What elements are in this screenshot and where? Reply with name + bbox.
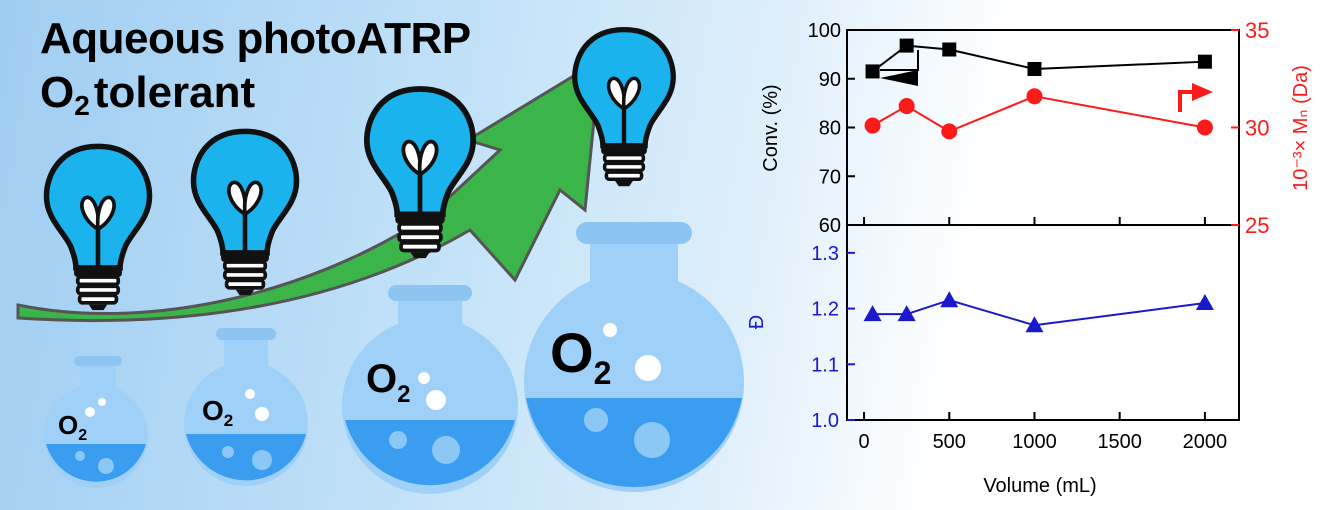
headline-line-1: Aqueous photoATRP [40, 14, 471, 63]
headline-line-2: O2tolerant [40, 68, 256, 121]
dispersity-line [872, 299, 1206, 327]
x-tick-label: 1500 [1097, 431, 1142, 453]
y-tick-label-left: 100 [808, 20, 841, 42]
right-axis-arrowhead [1192, 83, 1213, 101]
mn-point [1196, 119, 1213, 136]
growth-arrow [16, 57, 602, 323]
x-tick-label: 0 [858, 431, 869, 453]
lightbulb-icon [193, 131, 296, 295]
chart: 60 70 80 90 100 25 30 35 1.0 1.1 1.2 1.3 0 500 1000 150… [746, 18, 1312, 497]
flask-xlarge [524, 222, 744, 492]
x-tick-label: 500 [933, 431, 966, 453]
dispersity-point [940, 291, 959, 308]
x-tick-label: 2000 [1183, 431, 1228, 453]
mn-point [941, 123, 958, 140]
conversion-point [899, 38, 914, 53]
dispersity-point [897, 305, 916, 322]
right-axis-indicator-arrow [1178, 90, 1195, 112]
mn-point [864, 117, 881, 134]
chart-ticks [847, 29, 1239, 421]
headline: Aqueous photoATRP O2tolerant [40, 12, 471, 133]
y-axis-label-dispersity: Đ [746, 315, 768, 329]
flask-large [342, 285, 518, 494]
dispersity-point [863, 305, 882, 322]
y-axis-label-mn: 10⁻³× Mₙ (Da) [1290, 65, 1312, 191]
conversion-point [865, 64, 880, 79]
y-tick-label-bottom: 1.3 [811, 243, 839, 265]
y-tick-label-right: 30 [1245, 116, 1269, 141]
y-tick-label-bottom: 1.1 [811, 354, 839, 376]
x-axis-label: Volume (mL) [983, 475, 1096, 497]
illustration: O2 O2 O2 O2 [16, 0, 744, 494]
conversion-point [942, 42, 957, 57]
y-tick-label-right: 35 [1245, 18, 1269, 43]
mn-point [1026, 88, 1043, 105]
x-tick-label: 1000 [1012, 431, 1057, 453]
dispersity-point [1195, 294, 1214, 310]
y-tick-label-left: 70 [819, 166, 841, 188]
y-tick-label-left: 80 [819, 118, 841, 140]
flask-medium [184, 328, 308, 486]
left-axis-indicator-arrow [880, 50, 919, 71]
y-tick-label-right: 25 [1245, 213, 1269, 238]
left-axis-arrowhead [880, 70, 918, 86]
chart-series [863, 38, 1214, 333]
flask-small [44, 356, 148, 488]
y-tick-label-bottom: 1.0 [811, 410, 839, 432]
chart-tick-labels: 60 70 80 90 100 25 30 35 1.0 1.1 1.2 1.3 0 500 1000 150… [808, 18, 1270, 453]
dispersity-point [1025, 316, 1044, 333]
conversion-point [1027, 62, 1042, 76]
mn-point [898, 98, 915, 115]
flask-label-4: O2 [550, 321, 611, 391]
conversion-point [1197, 54, 1212, 69]
chart-frame [846, 29, 1240, 421]
y-tick-label-left: 90 [819, 69, 841, 91]
flask-label-3: O2 [366, 357, 410, 408]
y-axis-label-conv: Conv. (%) [760, 84, 782, 171]
flask-label-2: O2 [202, 395, 233, 430]
flask-label-1: O2 [58, 410, 87, 444]
y-tick-label-bottom: 1.2 [811, 299, 839, 321]
y-tick-label-left: 60 [819, 215, 841, 237]
lightbulb-icon [46, 146, 149, 310]
